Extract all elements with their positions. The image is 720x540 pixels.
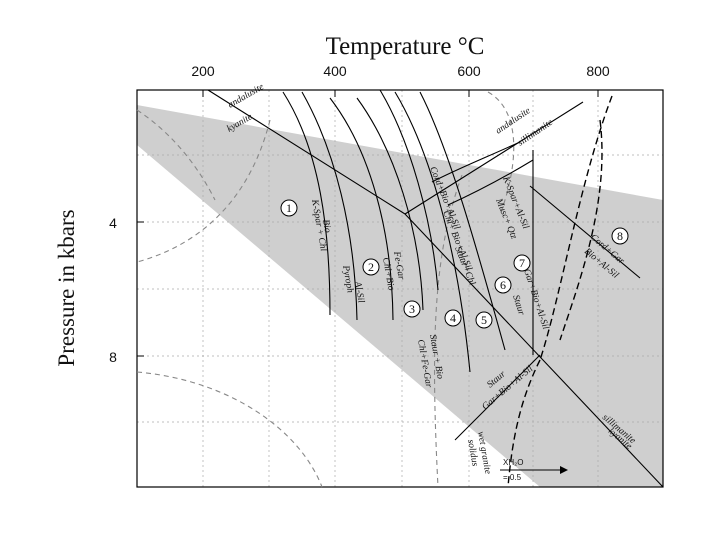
x-tick-label: 800 [586,63,610,79]
zone-number: 8 [617,229,623,243]
zone-number: 3 [409,302,415,316]
zone-numbers: 1 2 3 4 5 6 7 8 [286,201,623,327]
label-solidus: solidus [465,439,480,468]
zone-number: 6 [500,278,506,292]
zone-number: 2 [368,260,374,274]
zone-number: 5 [481,313,487,327]
xh2o-label: XH₂O [503,458,523,467]
plot-frame [136,89,664,488]
zone-number: 7 [519,256,525,270]
x-tick-label: 400 [323,63,347,79]
label-andalusite: andalusite [227,82,266,110]
y-tick-label: 8 [109,349,117,365]
label-r2b: Pyroph [340,264,355,294]
x-tick-label: 200 [191,63,215,79]
label-sillimanite: sillimanite [516,118,555,149]
xh2o-value: = 0.5 [503,473,522,482]
grid [137,90,663,487]
dashed-gray-curves [136,91,515,488]
shaded-region [137,105,663,487]
reaction-curves [282,89,534,373]
label-r1a: Bio [320,219,332,234]
zone-number: 4 [450,311,456,325]
y-tick-label: 4 [109,215,117,231]
diagonal-reaction-lines [454,150,641,441]
axis-ticks [137,90,599,357]
x-tick-label: 600 [457,63,481,79]
heavy-dashed-lines [507,95,613,488]
xh2o-indicator: XH₂O = 0.5 [500,458,568,482]
zone-number: 1 [286,201,292,215]
y-axis-label: Pressure in kbars [54,209,79,366]
zone-markers [280,199,629,329]
label-r2a: Al-Sil [352,280,366,304]
diagram-title: Temperature °C [326,33,485,60]
aluminosilicate-lines [207,89,664,488]
